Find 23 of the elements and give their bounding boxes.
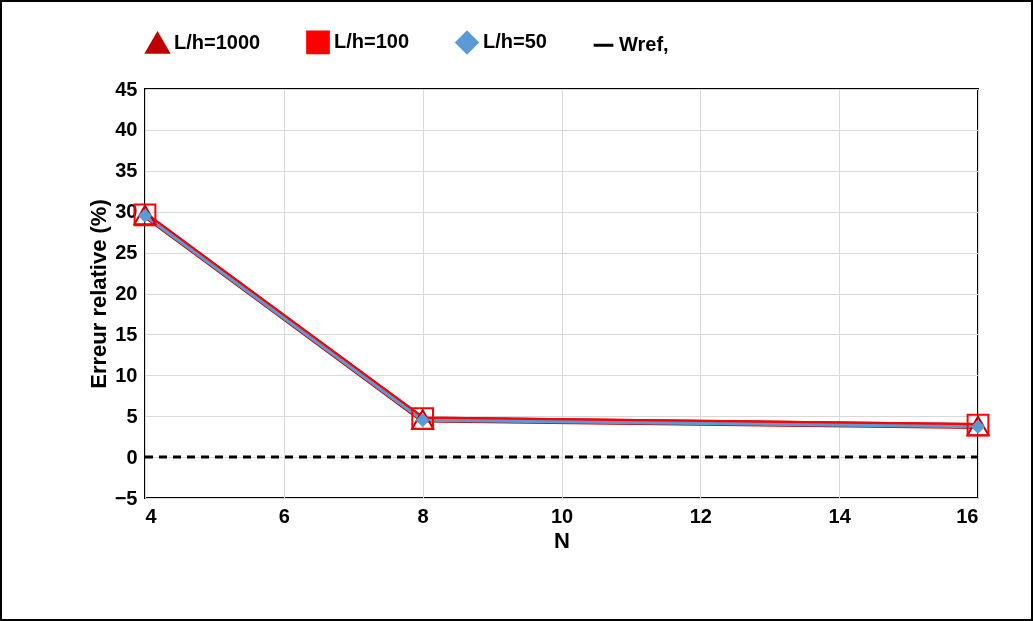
legend-label: L/h=100: [334, 30, 410, 53]
x-axis-title: N: [554, 527, 570, 553]
y-tick-label: −5: [114, 486, 138, 509]
legend-label: Wref,: [619, 33, 669, 56]
legend-label: L/h=1000: [174, 31, 261, 54]
y-tick-label: 5: [126, 404, 138, 427]
y-axis-title: Erreur relative (%): [85, 199, 111, 389]
y-tick-label: 15: [115, 322, 138, 345]
x-tick-label: 10: [550, 504, 574, 527]
x-tick-label: 8: [417, 504, 429, 527]
x-tick-label: 16: [956, 504, 979, 527]
y-tick-label: 0: [126, 445, 138, 468]
x-tick-label: 6: [278, 504, 290, 527]
x-tick-label: 14: [828, 504, 852, 527]
y-tick-label: 20: [115, 282, 138, 304]
y-tick-label: 45: [115, 77, 138, 100]
y-tick-label: 35: [115, 159, 138, 182]
legend-label: L/h=50: [483, 30, 547, 53]
y-tick-label: 10: [115, 363, 138, 386]
x-tick-label: 4: [145, 504, 158, 527]
y-tick-label: 40: [115, 118, 138, 141]
y-tick-label: 25: [115, 241, 138, 264]
x-tick-label: 12: [689, 504, 712, 527]
